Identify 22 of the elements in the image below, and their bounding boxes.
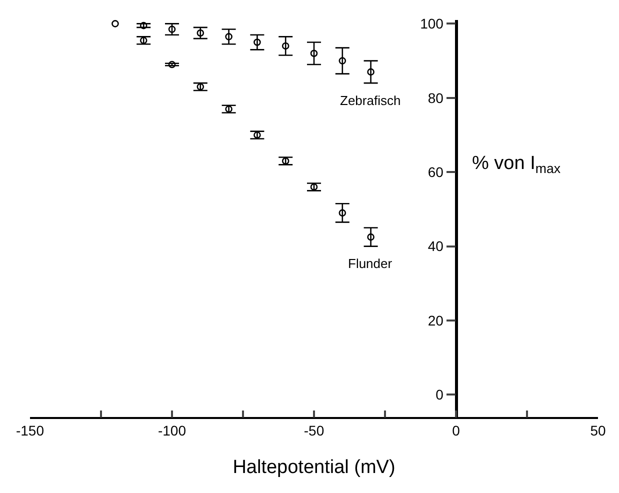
y-axis-title: % von I$_{max}$ [472,153,561,176]
y-tick-label: 40 [428,238,444,254]
x-tick-label: -50 [304,422,324,439]
point [196,83,204,90]
series-label: Flunder [348,256,393,271]
x-tick-label: -150 [16,422,44,439]
y-tick-label: 0 [436,386,444,403]
x-tick-label: 50 [590,422,606,439]
series-label: Zebrafisch [340,93,401,108]
y-tick-label: 20 [428,312,444,328]
x-axis-title: Haltepotential (mV) [232,456,396,478]
x-tick-label: 0 [452,422,460,439]
point [254,131,261,139]
x-tick-label: -100 [158,422,186,439]
point [168,60,176,68]
y-tick-label: 60 [428,164,444,180]
point [282,157,290,165]
y-tick-label: 100 [420,16,444,32]
y-tick-label: 80 [428,90,444,106]
point [310,183,318,191]
point [225,105,232,113]
point [140,36,148,44]
